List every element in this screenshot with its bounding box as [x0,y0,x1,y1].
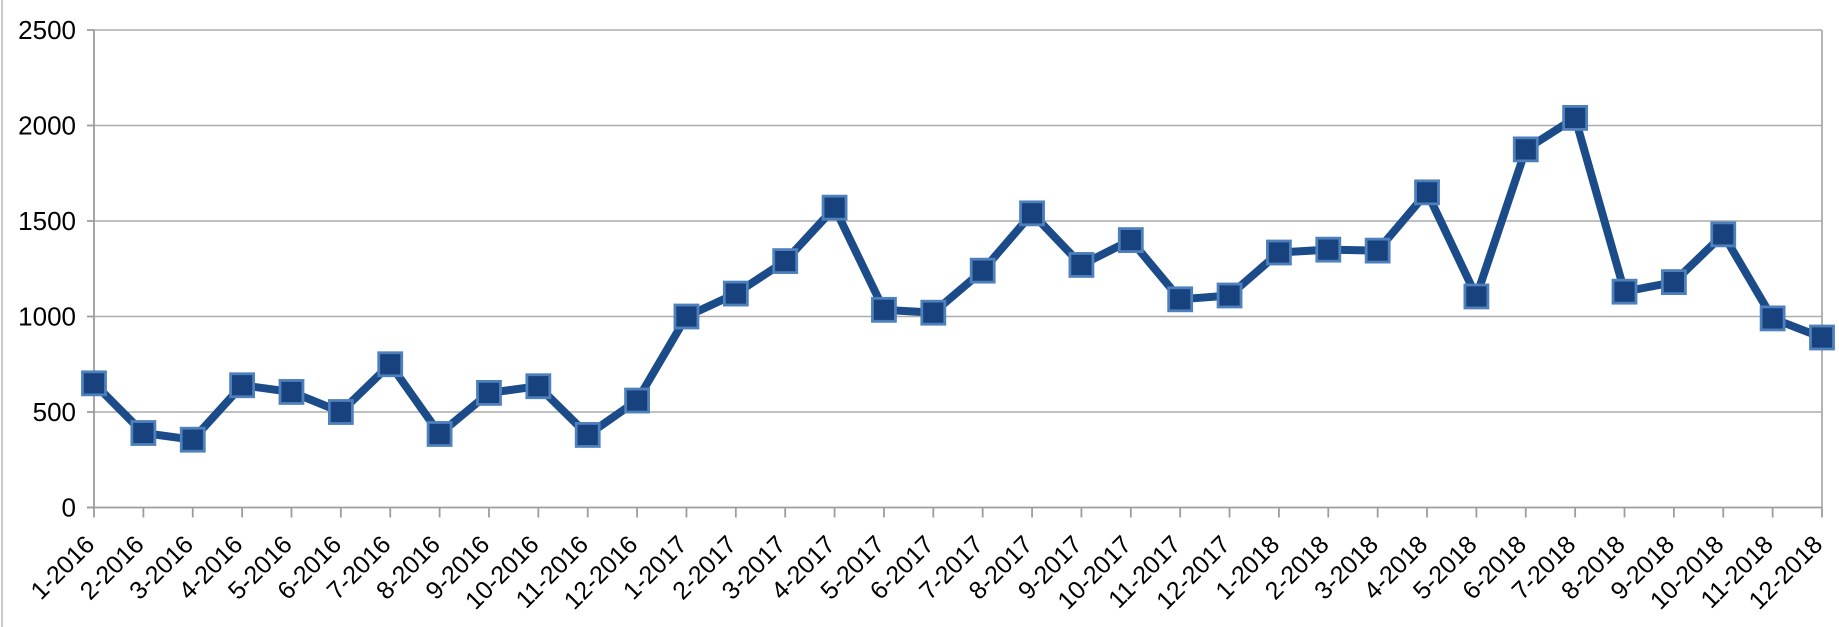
data-point-marker [130,420,157,446]
data-point-marker [81,370,107,397]
data-point-marker [1611,278,1638,305]
data-point-marker [278,379,305,405]
data-point-marker [1266,239,1292,266]
data-point-marker [772,248,799,275]
data-point-marker [1019,200,1045,227]
data-point-marker [1512,136,1539,163]
data-point-marker [1364,237,1391,264]
data-point-marker [476,379,502,406]
data-point-marker [871,296,897,323]
data-point-marker [377,351,404,378]
y-tick-label: 1000 [18,302,76,332]
y-tick-label: 500 [33,397,76,427]
data-point-marker [1315,236,1342,263]
y-tick-label: 0 [62,493,76,523]
data-point-marker [1216,282,1243,309]
data-point-marker [179,426,206,453]
data-point-marker [1167,286,1194,313]
data-point-marker [1759,305,1786,332]
data-point-marker [1068,252,1095,278]
data-point-marker [821,194,848,221]
data-point-marker [1710,221,1737,248]
data-point-marker [722,280,749,307]
data-point-marker [574,422,601,448]
data-point-marker [920,299,947,326]
data-point-marker [1463,283,1490,310]
series-line [90,113,1826,444]
data-point-marker [1117,227,1144,254]
data-point-marker [426,421,453,447]
data-point-marker [624,387,650,414]
y-tick-label: 1500 [18,206,76,236]
data-point-marker [525,373,552,400]
y-tick-label: 2000 [18,111,76,141]
data-point-marker [969,257,996,284]
data-point-marker [327,399,354,425]
data-point-marker [1562,104,1589,131]
data-point-marker [1809,324,1835,351]
data-point-marker [673,303,700,330]
data-point-marker [229,372,256,399]
data-point-marker [1414,179,1440,206]
y-tick-label: 2500 [18,15,76,45]
data-point-marker [1660,269,1687,296]
